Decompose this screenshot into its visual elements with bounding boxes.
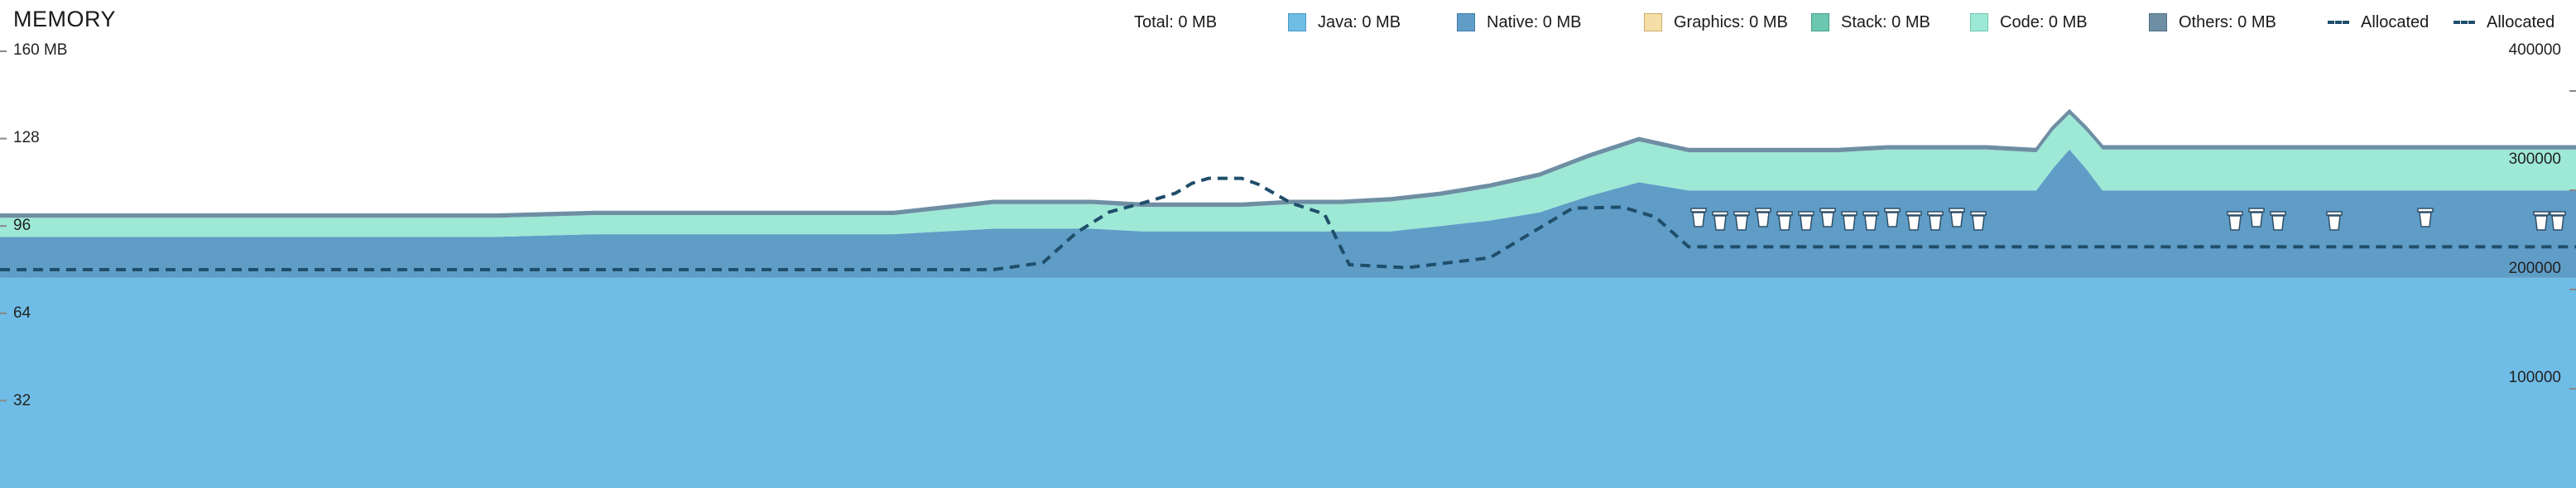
y-tick-right: 100000 [2508, 369, 2561, 386]
y-tick-left: 160 MB [13, 41, 68, 59]
area-code [0, 113, 2576, 237]
gc-trash-icon[interactable] [1884, 208, 1901, 227]
legend-label-java: Java: 0 MB [1318, 12, 1401, 31]
gc-trash-icon[interactable] [1949, 208, 1965, 227]
y-tick-left: 64 [13, 304, 31, 322]
gc-trash-icon[interactable] [1862, 211, 1879, 231]
legend-item-stack[interactable]: Stack: 0 MB [1811, 10, 1930, 35]
legend-total-label: Total: 0 MB [1134, 12, 1218, 31]
legend-item-allocated-1[interactable]: Allocated [2328, 10, 2429, 35]
legend-label-allocated: Allocated [2361, 12, 2429, 31]
gc-trash-icon[interactable] [2550, 211, 2566, 231]
stack-top-outline [0, 108, 2576, 217]
allocated-dashed-line-icon [2453, 21, 2475, 24]
gc-trash-icon[interactable] [2248, 208, 2265, 227]
gc-trash-icon[interactable] [2533, 211, 2550, 231]
legend-label-stack: Stack: 0 MB [1841, 12, 1930, 31]
gc-trash-icon[interactable] [2326, 211, 2343, 231]
legend-label-graphics: Graphics: 0 MB [1674, 12, 1788, 31]
allocated-dashed-line-icon [2328, 21, 2349, 24]
gc-trash-icon[interactable] [1819, 208, 1836, 227]
gc-trash-icon[interactable] [2227, 211, 2243, 231]
panel-title: MEMORY [13, 7, 117, 31]
gc-trash-icon[interactable] [1776, 211, 1793, 231]
gc-trash-icon[interactable] [1690, 208, 1707, 227]
y-tick-right: 400000 [2508, 41, 2561, 59]
gc-trash-icon[interactable] [1755, 208, 1771, 227]
graphics-swatch-icon [1644, 13, 1662, 31]
gc-trash-icon[interactable] [1927, 211, 1944, 231]
legend-label-code: Code: 0 MB [2000, 12, 2088, 31]
y-tick-left: 128 [13, 129, 40, 146]
allocated-dashed-series [0, 176, 2576, 271]
legend-label-native: Native: 0 MB [1487, 12, 1582, 31]
java-swatch-icon [1288, 13, 1306, 31]
legend-item-code[interactable]: Code: 0 MB [1970, 10, 2088, 35]
native-swatch-icon [1457, 13, 1475, 31]
gc-trash-icon[interactable] [1970, 211, 1987, 231]
gc-trash-icon[interactable] [1906, 211, 1922, 231]
axis-ticks [0, 50, 2576, 402]
gc-trash-icon[interactable] [1841, 211, 1858, 231]
legend-item-java[interactable]: Java: 0 MB [1288, 10, 1401, 35]
gc-trash-icon[interactable] [1733, 211, 1750, 231]
code-swatch-icon [1970, 13, 1988, 31]
y-tick-left: 32 [13, 392, 31, 409]
others-swatch-icon [2149, 13, 2167, 31]
gc-trash-icon[interactable] [2270, 211, 2286, 231]
legend-total: Total: 0 MB [1134, 10, 1217, 35]
y-tick-right: 300000 [2508, 151, 2561, 168]
area-java [0, 277, 2576, 488]
gc-trash-icon[interactable] [1798, 211, 1814, 231]
y-tick-left: 96 [13, 217, 31, 234]
legend-label-allocated: Allocated [2487, 12, 2555, 31]
legend-item-native[interactable]: Native: 0 MB [1457, 10, 1581, 35]
legend-item-others[interactable]: Others: 0 MB [2149, 10, 2276, 35]
stack-swatch-icon [1811, 13, 1829, 31]
legend-item-allocated-2[interactable]: Allocated [2453, 10, 2554, 35]
stacked-area-layers [0, 108, 2576, 488]
legend: Total: 0 MB Java: 0 MB Native: 0 MB Grap… [0, 10, 2576, 35]
legend-item-graphics[interactable]: Graphics: 0 MB [1644, 10, 1788, 35]
gc-event-markers [1690, 208, 2566, 231]
y-tick-right: 200000 [2508, 260, 2561, 277]
legend-label-others: Others: 0 MB [2179, 12, 2276, 31]
gc-trash-icon[interactable] [1712, 211, 1728, 231]
gc-trash-icon[interactable] [2417, 208, 2434, 227]
